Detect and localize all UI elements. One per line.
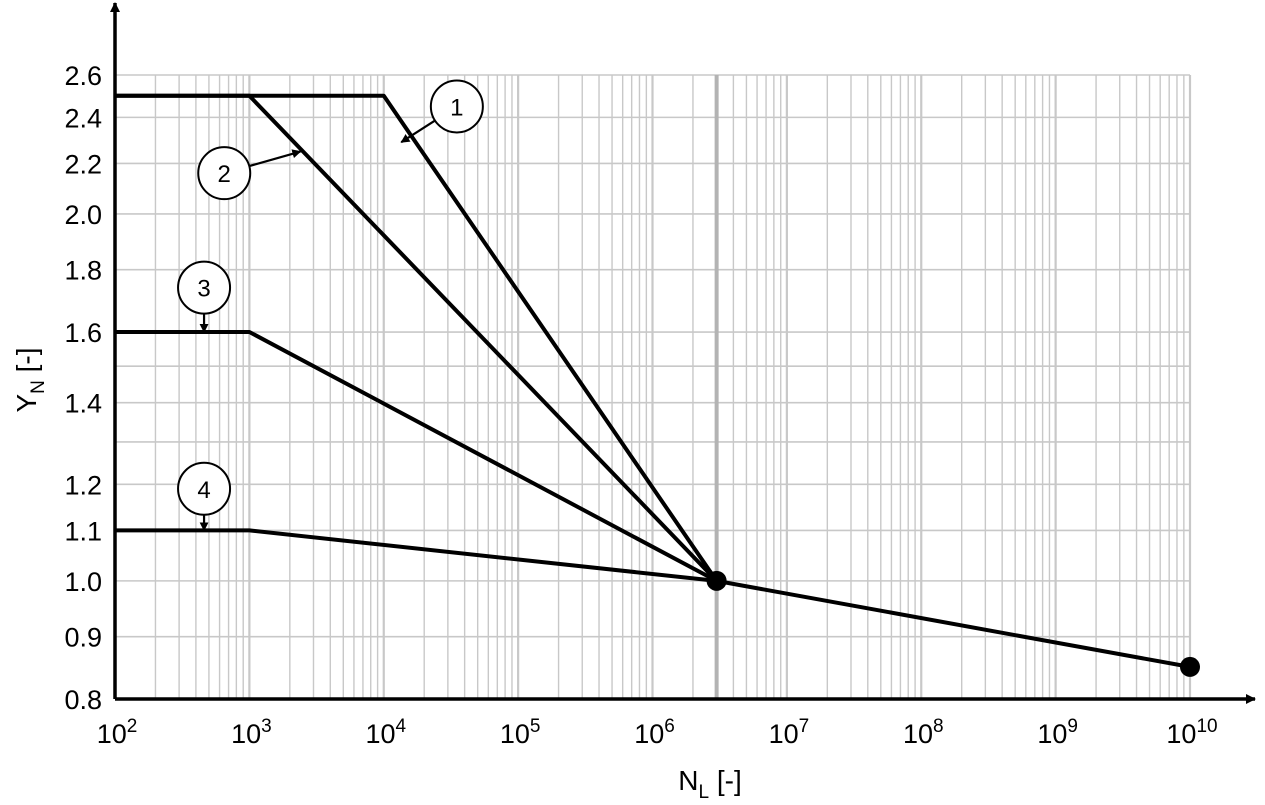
x-axis-title: NL [-] [678, 765, 741, 803]
x-tick-label: 106 [634, 716, 675, 749]
y-tick-label: 2.6 [64, 61, 102, 91]
data-point-marker [1180, 656, 1200, 677]
series-line-4 [115, 528, 717, 583]
callout-circle [177, 260, 232, 315]
series-group [115, 93, 1200, 677]
y-tick-label: 0.9 [64, 623, 102, 653]
callout-label: 1 [450, 94, 463, 121]
y-tick-label: 1.6 [64, 318, 102, 348]
series-line-2 [115, 93, 719, 583]
x-tick-label: 103 [231, 716, 272, 749]
x-tick-label: 109 [1037, 716, 1078, 749]
x-tick-label: 105 [500, 716, 541, 749]
callout-circle [197, 146, 252, 201]
callout-label: 2 [218, 161, 231, 188]
y-tick-label: 1.4 [64, 389, 102, 419]
data-point-marker [706, 570, 727, 591]
callouts: 1 2 3 4 [177, 79, 484, 532]
y-tick-label: 2.4 [64, 103, 102, 133]
axis-titles: NL [-] YN [-] [11, 347, 742, 803]
y-tick-label: 2.2 [64, 149, 102, 179]
x-tick-label: 107 [769, 716, 810, 749]
callout-label: 4 [197, 477, 210, 504]
y-tick-label: 1.8 [64, 256, 102, 286]
tick-labels: 0.8 0.9 1.0 1.1 1.2 1.4 1.6 1.8 2.0 2.2 2.4 2.6 102 1… [64, 61, 1217, 749]
y-tick-label: 1.0 [64, 567, 102, 597]
series-line-3 [115, 330, 718, 583]
grid [113, 74, 1192, 700]
callout-circle [177, 461, 232, 516]
common-line [716, 578, 1191, 669]
x-tick-label: 108 [903, 716, 944, 749]
y-tick-label: 0.8 [64, 685, 102, 715]
x-tick-label: 1010 [1166, 716, 1217, 749]
y-tick-label: 1.2 [64, 470, 102, 500]
callout-arrow [400, 119, 436, 144]
y-tick-label: 1.1 [64, 516, 102, 546]
y-tick-label: 2.0 [64, 200, 102, 230]
x-tick-label: 102 [97, 716, 138, 749]
x-tick-label: 104 [365, 716, 406, 749]
callout-circle [429, 79, 484, 134]
callout-label: 3 [197, 276, 210, 303]
y-axis-title: YN [-] [11, 347, 49, 412]
callout-arrow [248, 149, 302, 168]
axes [110, 2, 1256, 704]
